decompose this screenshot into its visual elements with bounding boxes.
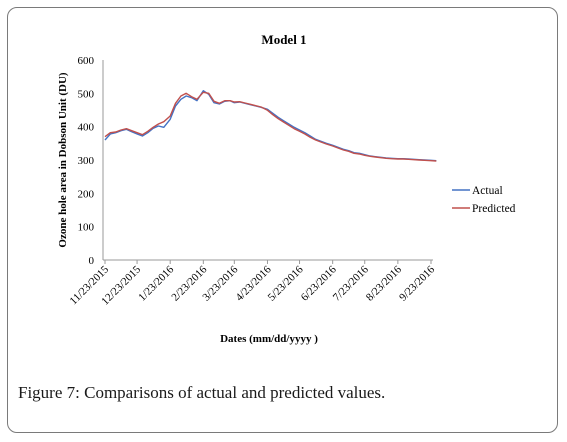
figure-label: Figure 7: (18, 383, 80, 402)
y-tick-labels: 0 100 200 300 400 500 600 (78, 55, 95, 267)
series-line-predicted (104, 91, 437, 162)
line-chart: Model 1 Ozone hole area in Dobson Unit (… (57, 32, 516, 345)
series-lines (104, 89, 437, 162)
y-tick-label: 400 (78, 122, 95, 134)
x-tick-labels: 11/23/201512/23/20151/23/20162/23/20163/… (67, 260, 437, 308)
y-tick-label: 300 (78, 155, 95, 167)
figure-caption: Figure 7: Comparisons of actual and pred… (18, 383, 548, 403)
legend-label-predicted: Predicted (472, 203, 516, 215)
x-axis-label: Dates (mm/dd/yyyy ) (220, 333, 318, 345)
chart-title: Model 1 (261, 32, 306, 47)
y-axis-label: Ozone hole area in Dobson Unit (DU) (57, 72, 69, 248)
y-tick-label: 200 (78, 188, 95, 200)
y-tick-label: 100 (78, 222, 95, 234)
legend: Actual Predicted (452, 185, 516, 215)
y-tick-label: 600 (78, 55, 95, 67)
y-tick-label: 500 (78, 88, 95, 100)
x-tick-label: 9/23/2016 (397, 263, 437, 303)
figure-frame (7, 7, 558, 433)
caption-text: Comparisons of actual and predicted valu… (84, 383, 386, 402)
y-tick-label: 0 (89, 255, 95, 267)
legend-label-actual: Actual (472, 185, 503, 197)
